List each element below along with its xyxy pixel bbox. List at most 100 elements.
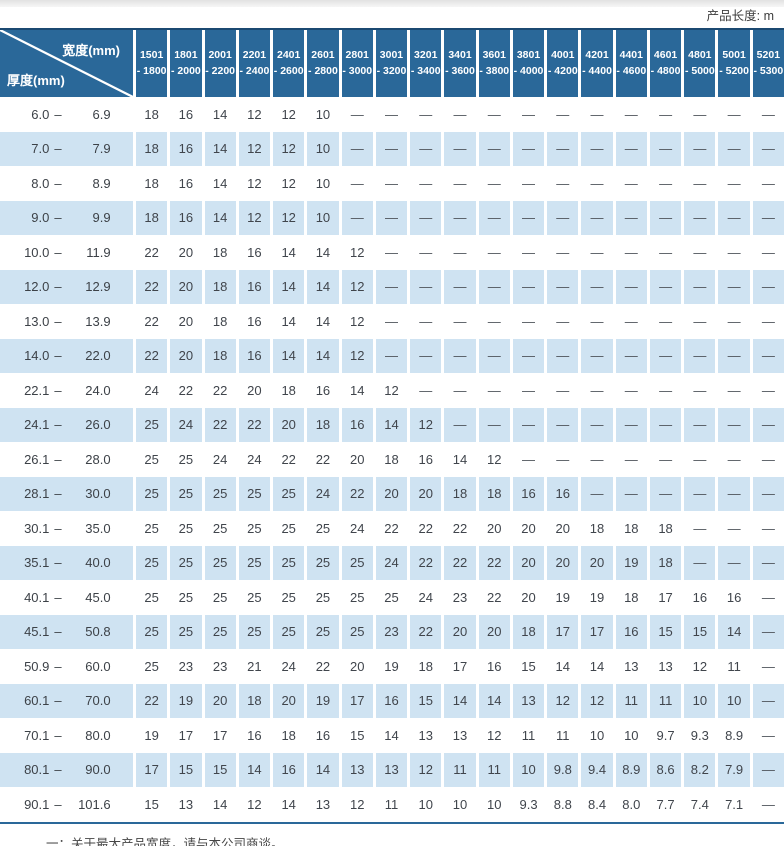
value-cell: 25: [304, 545, 339, 580]
value-cell-empty: —: [646, 442, 681, 477]
thickness-range-cell: 35.1 – 40.0: [0, 545, 133, 580]
value-cell: 19: [372, 649, 407, 684]
value-cell: 25: [372, 580, 407, 615]
range-separator: –: [54, 417, 62, 433]
value-cell: 14: [475, 683, 510, 718]
value-cell-empty: —: [475, 304, 510, 339]
value-cell-empty: —: [544, 407, 579, 442]
value-cell: 14: [201, 131, 236, 166]
value-cell: 25: [167, 476, 202, 511]
value-cell: 8.2: [681, 752, 716, 787]
thickness-max: 24.0: [85, 382, 111, 398]
value-cell: 13: [167, 787, 201, 822]
value-cell: 8.4: [578, 787, 612, 822]
value-cell: 14: [544, 649, 578, 684]
value-cell: 10: [304, 131, 339, 166]
value-cell-empty: —: [646, 338, 682, 373]
value-cell-empty: —: [681, 200, 716, 235]
thickness-max: 13.9: [85, 313, 111, 329]
value-cell: 11: [612, 683, 647, 718]
value-cell-empty: —: [509, 97, 544, 132]
value-cell-empty: —: [509, 407, 545, 442]
width-range-end: - 3800: [479, 64, 510, 77]
value-cell: 18: [578, 511, 612, 546]
value-cell: 8.9: [612, 752, 647, 787]
value-cell: 9.4: [578, 752, 613, 787]
value-cell: 12: [681, 649, 715, 684]
value-cell: 25: [133, 511, 167, 546]
thickness-min: 24.1: [24, 417, 50, 433]
value-cell: 22: [133, 235, 167, 270]
value-cell-empty: —: [612, 373, 647, 408]
value-cell-empty: —: [578, 338, 613, 373]
value-cell: 12: [338, 787, 373, 822]
width-range-end: - 4200: [547, 64, 578, 77]
range-separator: –: [54, 796, 62, 812]
range-separator: –: [54, 348, 62, 364]
value-cell: 25: [235, 511, 270, 546]
value-cell: 8.8: [544, 787, 578, 822]
value-cell-empty: —: [578, 442, 612, 477]
value-cell-empty: —: [544, 200, 579, 235]
width-range-start: 3801: [516, 49, 541, 62]
value-cell: 8.0: [612, 787, 647, 822]
value-cell: 12: [270, 97, 304, 132]
value-cell: 14: [201, 787, 236, 822]
width-range-start: 3001: [379, 49, 404, 62]
value-cell: 14: [441, 683, 476, 718]
value-cell: 14: [304, 235, 338, 270]
value-cell: 10: [304, 166, 338, 201]
table-row: 26.1 – 28.0 25 25 24 24 22 22 20 18 16 14 12— — — — — —…: [0, 442, 784, 477]
value-cell: 10: [407, 787, 441, 822]
thickness-range-cell: 40.1 – 45.0: [0, 580, 133, 615]
width-range-start: 1501: [139, 49, 164, 62]
value-cell-empty: —: [715, 338, 750, 373]
thickness-range-cell: 9.0 – 9.9: [0, 200, 133, 235]
thickness-range-cell: 70.1 – 80.0: [0, 718, 133, 753]
value-cell: 12: [235, 200, 271, 235]
value-cell-empty: —: [372, 131, 408, 166]
value-cell: 10: [304, 200, 339, 235]
range-separator: –: [54, 175, 62, 191]
thickness-max: 8.9: [92, 175, 111, 191]
value-cell-empty: —: [646, 269, 682, 304]
value-cell-empty: —: [749, 131, 784, 166]
value-cell: 20: [407, 476, 442, 511]
value-cell: 14: [304, 304, 338, 339]
thickness-max: 7.9: [92, 141, 111, 157]
value-cell: 18: [201, 304, 236, 339]
value-cell: 16: [681, 580, 715, 615]
thickness-min: 30.1: [24, 520, 50, 536]
value-cell-empty: —: [681, 97, 715, 132]
value-cell: 25: [133, 442, 167, 477]
value-cell: 25: [167, 580, 201, 615]
width-range-end: - 2600: [273, 64, 304, 77]
value-cell: 14: [270, 269, 305, 304]
header-row: 宽度(mm) 厚度(mm) 1501 - 1800 1801 - 2000 20…: [0, 30, 784, 97]
thickness-max: 35.0: [85, 520, 111, 536]
thickness-range-cell: 24.1 – 26.0: [0, 407, 133, 442]
value-cell: 22: [475, 580, 510, 615]
value-cell: 8.6: [646, 752, 682, 787]
thickness-range-cell: 7.0 – 7.9: [0, 131, 133, 166]
value-cell-empty: —: [407, 200, 442, 235]
table-row: 9.0 – 9.9 18 16 14 12 12 10— — — — — — — — — — — — —: [0, 200, 784, 235]
value-cell: 18: [201, 338, 236, 373]
value-cell: 20: [167, 235, 201, 270]
width-range-header-cell: 2801 - 3000: [338, 30, 373, 97]
width-range-start: 2001: [208, 49, 232, 62]
value-cell: 16: [544, 476, 579, 511]
value-cell: 25: [235, 614, 271, 649]
table-row: 90.1 – 101.6 15 13 14 12 14 13 12 11 10 10 10 9.3 8.…: [0, 787, 784, 822]
width-range-header-cell: 3001 - 3200: [372, 30, 408, 97]
table-row: 35.1 – 40.0 25 25 25 25 25 25 25 24 22 22 22 20 20 20…: [0, 545, 784, 580]
value-cell: 25: [270, 511, 304, 546]
value-cell: 17: [578, 614, 613, 649]
thickness-max: 11.9: [86, 244, 111, 260]
value-cell: 16: [304, 373, 338, 408]
value-cell: 25: [167, 614, 202, 649]
value-cell: 10: [509, 752, 545, 787]
value-cell: 20: [544, 545, 579, 580]
product-length-unit-label: 产品长度: m: [706, 9, 774, 23]
value-cell: 16: [167, 131, 202, 166]
